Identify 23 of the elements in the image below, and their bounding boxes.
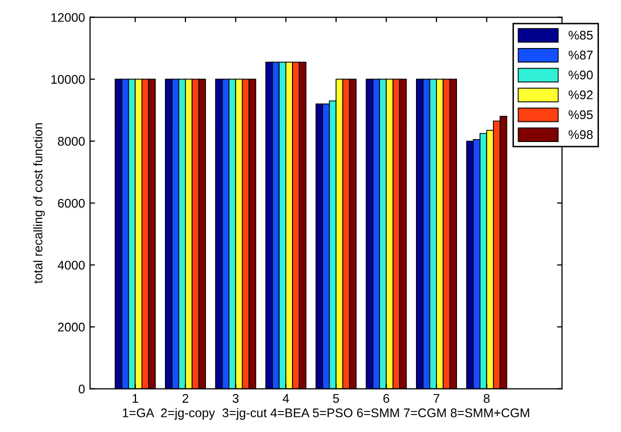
y-tick-label: 4000: [58, 260, 85, 270]
x-tick-label: 5: [333, 394, 340, 403]
y-tick-label: 6000: [58, 198, 85, 208]
legend-label: %92: [568, 90, 593, 100]
legend-label: %85: [568, 30, 593, 40]
legend-label: %90: [568, 70, 593, 80]
x-tick-label: 2: [182, 394, 188, 403]
x-tick-label: 6: [383, 394, 390, 403]
x-tick-label: 1: [132, 394, 138, 403]
y-tick-label: 12000: [51, 13, 85, 22]
legend-label: %95: [568, 110, 593, 120]
legend-label: %98: [568, 130, 593, 140]
y-tick-label: 8000: [58, 136, 85, 146]
x-tick-label: 4: [282, 394, 289, 403]
x-tick-label: 3: [232, 394, 239, 403]
legend-label: %87: [568, 50, 593, 60]
x-tick-label: 8: [484, 394, 490, 403]
y-axis-title: total recalling of cost function: [33, 123, 45, 284]
y-tick-label: 0: [78, 384, 85, 394]
x-tick-label: 7: [434, 394, 440, 403]
x-axis-title: 1=GA 2=jg-copy 3=jg-cut 4=BEA 5=PSO 6=SMM 7=CGM 8=SMM+CGM: [122, 408, 530, 420]
y-tick-label: 2000: [58, 322, 85, 332]
y-tick-label: 10000: [51, 75, 85, 84]
